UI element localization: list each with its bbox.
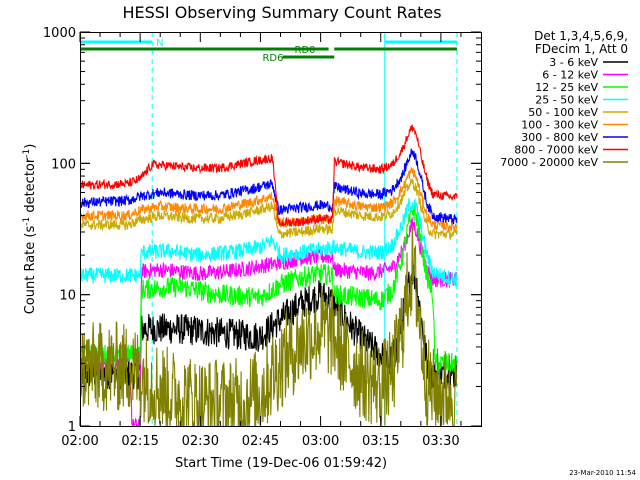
x-tick-label: 03:30 bbox=[422, 434, 459, 449]
series-line-8 bbox=[80, 226, 458, 426]
x-axis-label: Start Time (19-Dec-06 01:59:42) bbox=[175, 456, 387, 471]
legend-item-label: 100 - 300 keV bbox=[521, 119, 598, 132]
chart-title: HESSI Observing Summary Count Rates bbox=[122, 3, 441, 22]
legend-item-label: 800 - 7000 keV bbox=[514, 144, 598, 157]
y-tick-label: 1 bbox=[68, 420, 76, 435]
y-tick-label: 100 bbox=[51, 157, 76, 172]
series-line-5 bbox=[80, 166, 458, 233]
plot-area: N RD0 RD6 bbox=[80, 32, 458, 426]
series-line-7 bbox=[80, 124, 458, 228]
legend-item-label: 3 - 6 keV bbox=[549, 56, 598, 69]
x-tick-label: 03:00 bbox=[302, 434, 339, 449]
x-tick-label: 02:15 bbox=[121, 434, 158, 449]
series-line-2 bbox=[80, 203, 458, 374]
legend-title-line-1: Det 1,3,4,5,6,9, bbox=[534, 29, 628, 43]
y-axis-label: Count Rate (s-1 detector-1) bbox=[22, 144, 38, 315]
legend-title-line-2: FDecim 1, Att 0 bbox=[535, 42, 628, 56]
x-tick-label: 02:00 bbox=[61, 434, 98, 449]
legend: Det 1,3,4,5,6,9, FDecim 1, Att 0 3 - 6 k… bbox=[500, 29, 628, 169]
legend-item-label: 7000 - 20000 keV bbox=[500, 156, 598, 169]
series-line-6 bbox=[80, 148, 458, 225]
x-tick-label: 03:15 bbox=[362, 434, 399, 449]
x-tick-label: 02:30 bbox=[182, 434, 219, 449]
series-line-1 bbox=[80, 217, 458, 426]
series-line-3 bbox=[80, 197, 458, 287]
y-tick-label: 10 bbox=[59, 289, 76, 304]
series-line-4 bbox=[80, 177, 458, 241]
legend-item-label: 6 - 12 keV bbox=[542, 69, 598, 82]
legend-item-label: 300 - 800 keV bbox=[521, 131, 598, 144]
y-tick-label: 1000 bbox=[43, 26, 76, 41]
x-tick-label: 02:45 bbox=[242, 434, 279, 449]
rd6-label: RD6 bbox=[262, 53, 283, 64]
rd0-label: RD0 bbox=[295, 45, 316, 56]
legend-item-label: 25 - 50 keV bbox=[535, 94, 598, 107]
legend-item-label: 12 - 25 keV bbox=[535, 81, 598, 94]
legend-item-label: 50 - 100 keV bbox=[528, 106, 598, 119]
x-axis: 02:00 02:15 02:30 02:45 03:00 03:15 03:30 bbox=[61, 32, 462, 449]
night-label: N bbox=[156, 38, 163, 49]
y-axis: 1 10 100 1000 bbox=[43, 26, 481, 435]
timestamp: 23-Mar-2010 11:54 bbox=[569, 469, 636, 477]
